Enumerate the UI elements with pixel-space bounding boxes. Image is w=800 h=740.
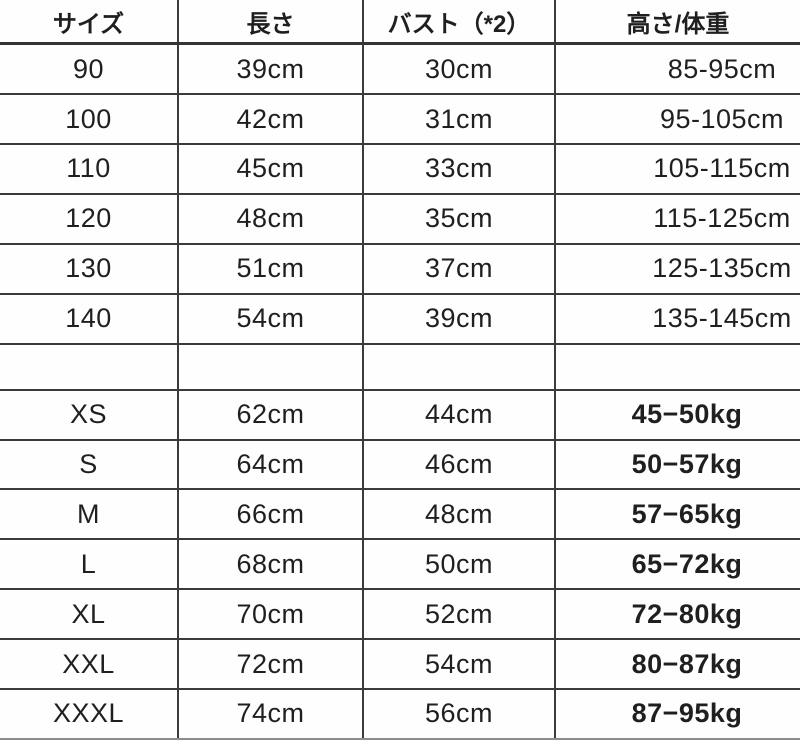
cell-bust <box>363 343 556 391</box>
cell-bust: 37cm <box>363 243 556 295</box>
cell-bust: 54cm <box>363 639 556 690</box>
cell-length: 48cm <box>178 193 364 245</box>
cell-height-weight: 105-115cm <box>555 144 800 195</box>
cell-length: 45cm <box>178 144 364 195</box>
cell-bust: 48cm <box>363 489 556 541</box>
cell-height-weight: 115-125cm <box>555 193 800 245</box>
cell-length: 74cm <box>178 688 364 740</box>
cell-height-weight: 95-105cm <box>555 94 800 146</box>
header-size: サイズ <box>0 0 179 45</box>
cell-length: 70cm <box>178 589 364 641</box>
table-row: 120 48cm 35cm 115-125cm <box>0 193 800 245</box>
cell-length: 54cm <box>178 293 364 345</box>
table-row: 100 42cm 31cm 95-105cm <box>0 94 800 146</box>
table-row: L 68cm 50cm 65−72kg <box>0 539 800 591</box>
cell-size: XS <box>0 389 179 441</box>
cell-height-weight <box>555 343 800 391</box>
cell-bust: 44cm <box>363 389 556 441</box>
cell-height-weight: 65−72kg <box>555 539 800 591</box>
cell-size: XXXL <box>0 688 179 740</box>
cell-size: 120 <box>0 193 179 245</box>
header-row: サイズ 長さ バスト（*2） 高さ/体重 <box>0 0 800 45</box>
cell-length: 51cm <box>178 243 364 295</box>
cell-bust: 46cm <box>363 439 556 491</box>
cell-size: XXL <box>0 639 179 690</box>
cell-size: 140 <box>0 293 179 345</box>
header-length: 長さ <box>178 0 364 45</box>
cell-height-weight: 72−80kg <box>555 589 800 641</box>
cell-bust: 30cm <box>363 43 556 96</box>
cell-height-weight: 87−95kg <box>555 688 800 740</box>
cell-size: 90 <box>0 43 179 96</box>
cell-height-weight: 57−65kg <box>555 489 800 541</box>
table-row: 90 39cm 30cm 85-95cm <box>0 43 800 96</box>
table-row: XXXL 74cm 56cm 87−95kg <box>0 688 800 740</box>
cell-bust: 39cm <box>363 293 556 345</box>
cell-bust: 31cm <box>363 94 556 146</box>
header-bust: バスト（*2） <box>363 0 556 45</box>
cell-size: XL <box>0 589 179 641</box>
cell-height-weight: 80−87kg <box>555 639 800 690</box>
table-row: XS 62cm 44cm 45−50kg <box>0 389 800 441</box>
cell-size: S <box>0 439 179 491</box>
cell-size: 130 <box>0 243 179 295</box>
table-row: XL 70cm 52cm 72−80kg <box>0 589 800 641</box>
cell-length: 64cm <box>178 439 364 491</box>
cell-height-weight: 85-95cm <box>555 43 800 96</box>
cell-height-weight: 135-145cm <box>555 293 800 345</box>
cell-bust: 52cm <box>363 589 556 641</box>
cell-bust: 33cm <box>363 144 556 195</box>
cell-length: 72cm <box>178 639 364 690</box>
cell-length <box>178 343 364 391</box>
cell-height-weight: 45−50kg <box>555 389 800 441</box>
cell-height-weight: 50−57kg <box>555 439 800 491</box>
table-row: 140 54cm 39cm 135-145cm <box>0 293 800 345</box>
cell-height-weight: 125-135cm <box>555 243 800 295</box>
cell-bust: 50cm <box>363 539 556 591</box>
header-height-weight: 高さ/体重 <box>555 0 800 45</box>
table-row: 110 45cm 33cm 105-115cm <box>0 144 800 195</box>
separator-row <box>0 343 800 391</box>
cell-bust: 35cm <box>363 193 556 245</box>
cell-size: 110 <box>0 144 179 195</box>
cell-length: 42cm <box>178 94 364 146</box>
cell-length: 62cm <box>178 389 364 441</box>
cell-size <box>0 343 179 391</box>
cell-size: L <box>0 539 179 591</box>
cell-size: 100 <box>0 94 179 146</box>
cell-length: 66cm <box>178 489 364 541</box>
table-row: 130 51cm 37cm 125-135cm <box>0 243 800 295</box>
cell-length: 39cm <box>178 43 364 96</box>
table-row: M 66cm 48cm 57−65kg <box>0 489 800 541</box>
table-row: XXL 72cm 54cm 80−87kg <box>0 639 800 690</box>
cell-size: M <box>0 489 179 541</box>
cell-length: 68cm <box>178 539 364 591</box>
table-row: S 64cm 46cm 50−57kg <box>0 439 800 491</box>
cell-bust: 56cm <box>363 688 556 740</box>
